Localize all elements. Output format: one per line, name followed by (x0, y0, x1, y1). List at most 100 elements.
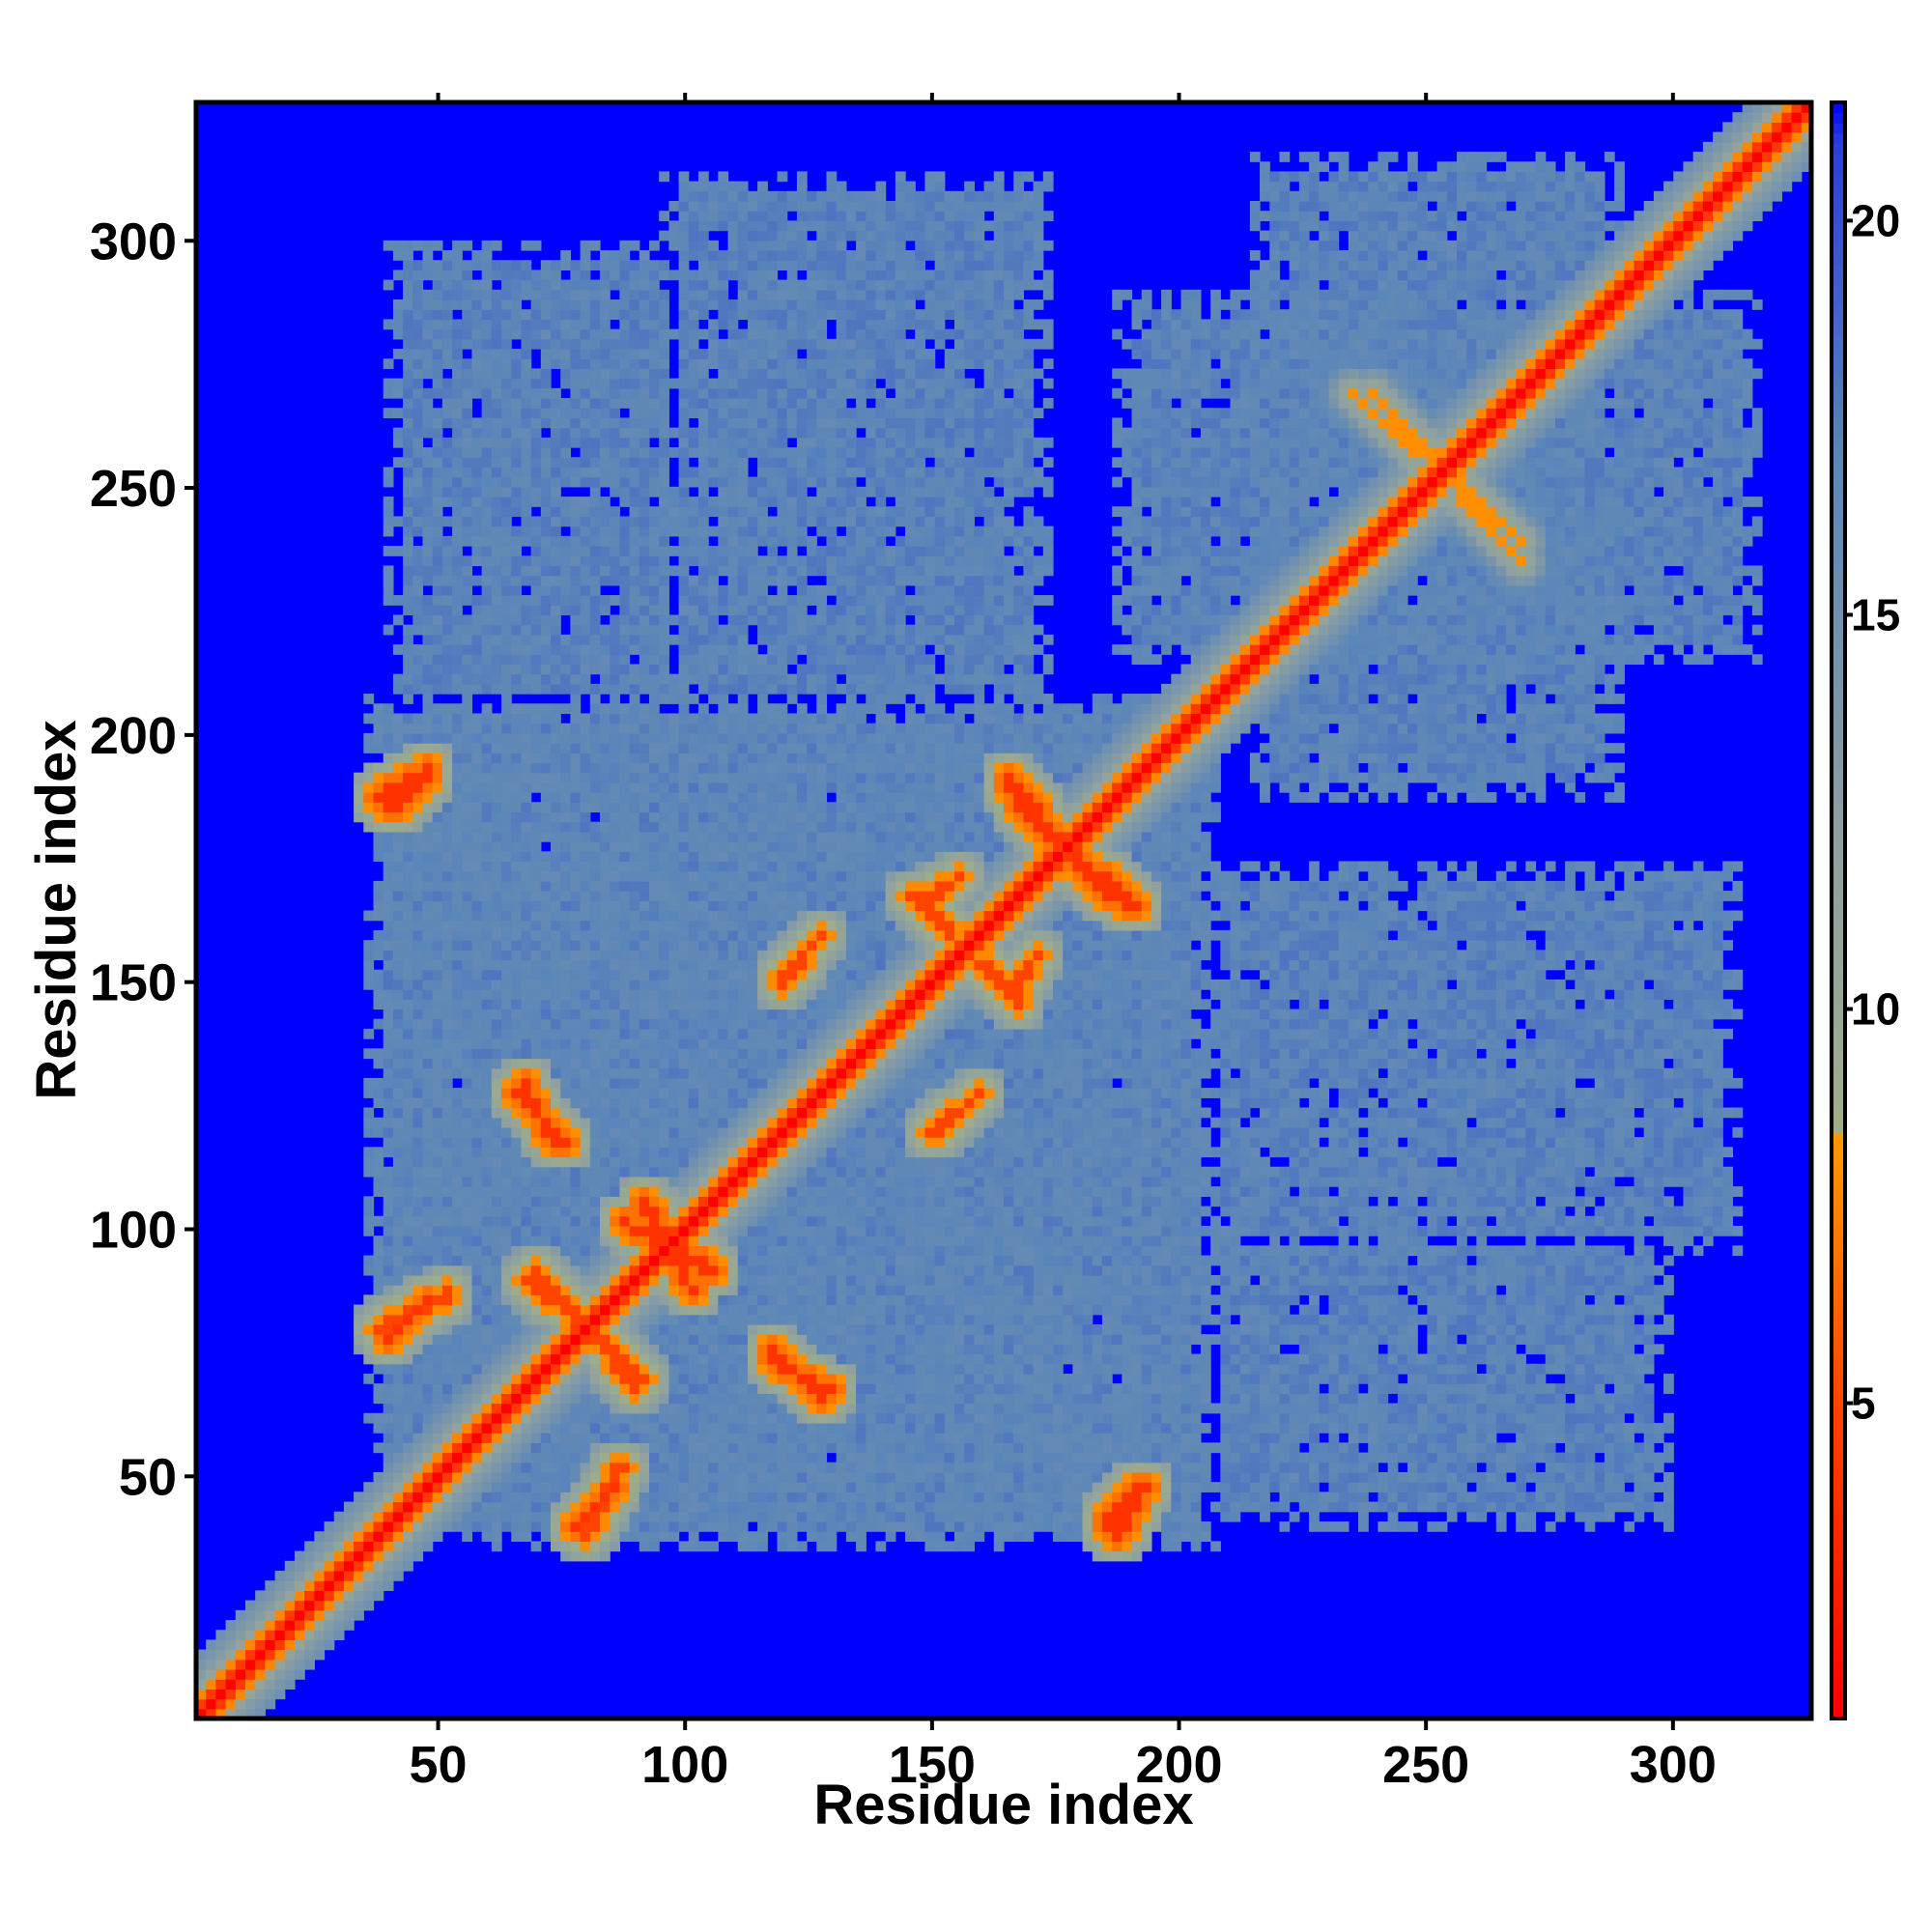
heatmap-cell (491, 240, 502, 251)
heatmap-cell (403, 328, 413, 340)
heatmap-cell (718, 821, 729, 833)
heatmap-cell (441, 1245, 453, 1257)
heatmap-cell (363, 1107, 375, 1119)
heatmap-cell (452, 950, 463, 961)
heatmap-cell (668, 1186, 680, 1197)
heatmap-cell (432, 1353, 443, 1365)
heatmap-cell (668, 989, 680, 1000)
heatmap-cell (324, 1609, 335, 1621)
heatmap-cell (560, 929, 572, 941)
heatmap-cell (678, 1097, 690, 1109)
heatmap-cell (678, 1314, 690, 1325)
heatmap-cell (471, 1264, 483, 1276)
heatmap-cell (708, 723, 719, 734)
heatmap-cell (697, 526, 709, 537)
heatmap-cell (491, 427, 502, 439)
heatmap-cell (481, 900, 493, 912)
heatmap-cell (403, 900, 413, 912)
heatmap-cell (727, 1186, 739, 1197)
heatmap-cell (412, 1442, 424, 1454)
heatmap-cell (373, 1097, 384, 1109)
heatmap-cell (530, 584, 542, 596)
heatmap-cell (491, 929, 502, 941)
heatmap-cell (668, 1363, 680, 1375)
heatmap-cell (600, 535, 611, 547)
heatmap-cell (629, 694, 640, 704)
heatmap-cell (668, 821, 680, 833)
heatmap-cell (412, 1482, 424, 1492)
heatmap-cell (668, 1264, 680, 1276)
heatmap-cell (580, 605, 591, 616)
heatmap-cell (600, 841, 611, 852)
heatmap-cell (354, 1501, 364, 1513)
heatmap-cell (659, 1344, 669, 1355)
heatmap-cell (304, 1570, 315, 1581)
heatmap-cell (619, 1501, 631, 1513)
heatmap-cell (610, 1077, 620, 1089)
heatmap-cell (560, 1088, 572, 1098)
heatmap-cell (629, 781, 640, 793)
heatmap-cell (551, 1304, 561, 1316)
heatmap-cell (678, 910, 690, 922)
heatmap-cell (274, 1689, 286, 1700)
heatmap-cell (737, 1009, 749, 1020)
heatmap-cell (648, 644, 660, 655)
heatmap-cell (452, 1009, 463, 1020)
heatmap-cell (580, 595, 591, 606)
heatmap-cell (551, 1156, 561, 1168)
heatmap-cell (697, 408, 709, 419)
heatmap-cell (354, 1334, 364, 1345)
heatmap-cell (422, 358, 434, 370)
heatmap-cell (511, 929, 523, 941)
heatmap-cell (639, 821, 650, 833)
heatmap-cell (648, 1166, 660, 1178)
heatmap-cell (708, 240, 719, 251)
heatmap-cell (648, 979, 660, 990)
heatmap-cell (560, 851, 572, 863)
heatmap-cell (668, 614, 680, 626)
heatmap-cell (392, 1422, 404, 1434)
heatmap-cell (589, 870, 601, 882)
heatmap-cell (196, 1708, 207, 1719)
heatmap-cell (462, 1471, 473, 1483)
heatmap-cell (471, 811, 483, 823)
heatmap-cell (708, 1294, 719, 1306)
heatmap-cell (471, 1304, 483, 1316)
heatmap-cell (530, 1196, 542, 1208)
heatmap-cell (403, 1048, 413, 1060)
heatmap-cell (540, 1344, 552, 1355)
heatmap-cell (441, 299, 453, 310)
heatmap-cell (530, 1541, 542, 1552)
heatmap-cell (462, 1501, 473, 1513)
heatmap-cell (697, 743, 709, 753)
heatmap-cell (551, 1245, 561, 1257)
heatmap-cell (363, 959, 375, 971)
heatmap-cell (441, 1304, 453, 1316)
heatmap-cell (629, 516, 640, 527)
heatmap-cell (639, 260, 650, 271)
heatmap-cell (648, 240, 660, 251)
heatmap-cell (441, 1422, 453, 1434)
heatmap-cell (441, 1462, 453, 1473)
heatmap-cell (441, 1294, 453, 1306)
heatmap-cell (727, 703, 739, 715)
heatmap-cell (727, 940, 739, 951)
heatmap-cell (206, 1659, 216, 1670)
heatmap-cell (629, 270, 640, 281)
heatmap-cell (551, 279, 561, 291)
heatmap-cell (422, 673, 434, 685)
heatmap-cell (521, 1531, 532, 1542)
heatmap-cell (727, 634, 739, 645)
heatmap-cell (718, 1294, 729, 1306)
heatmap-cell (481, 1323, 493, 1335)
heatmap-cell (441, 772, 453, 783)
heatmap-cell (501, 1206, 512, 1217)
heatmap-cell (501, 1038, 512, 1049)
heatmap-cell (737, 1501, 749, 1513)
heatmap-cell (452, 506, 463, 518)
heatmap-cell (383, 1264, 394, 1276)
heatmap-cell (648, 1471, 660, 1483)
heatmap-cell (304, 1649, 315, 1661)
heatmap-cell (580, 1462, 591, 1473)
heatmap-cell (491, 1344, 502, 1355)
